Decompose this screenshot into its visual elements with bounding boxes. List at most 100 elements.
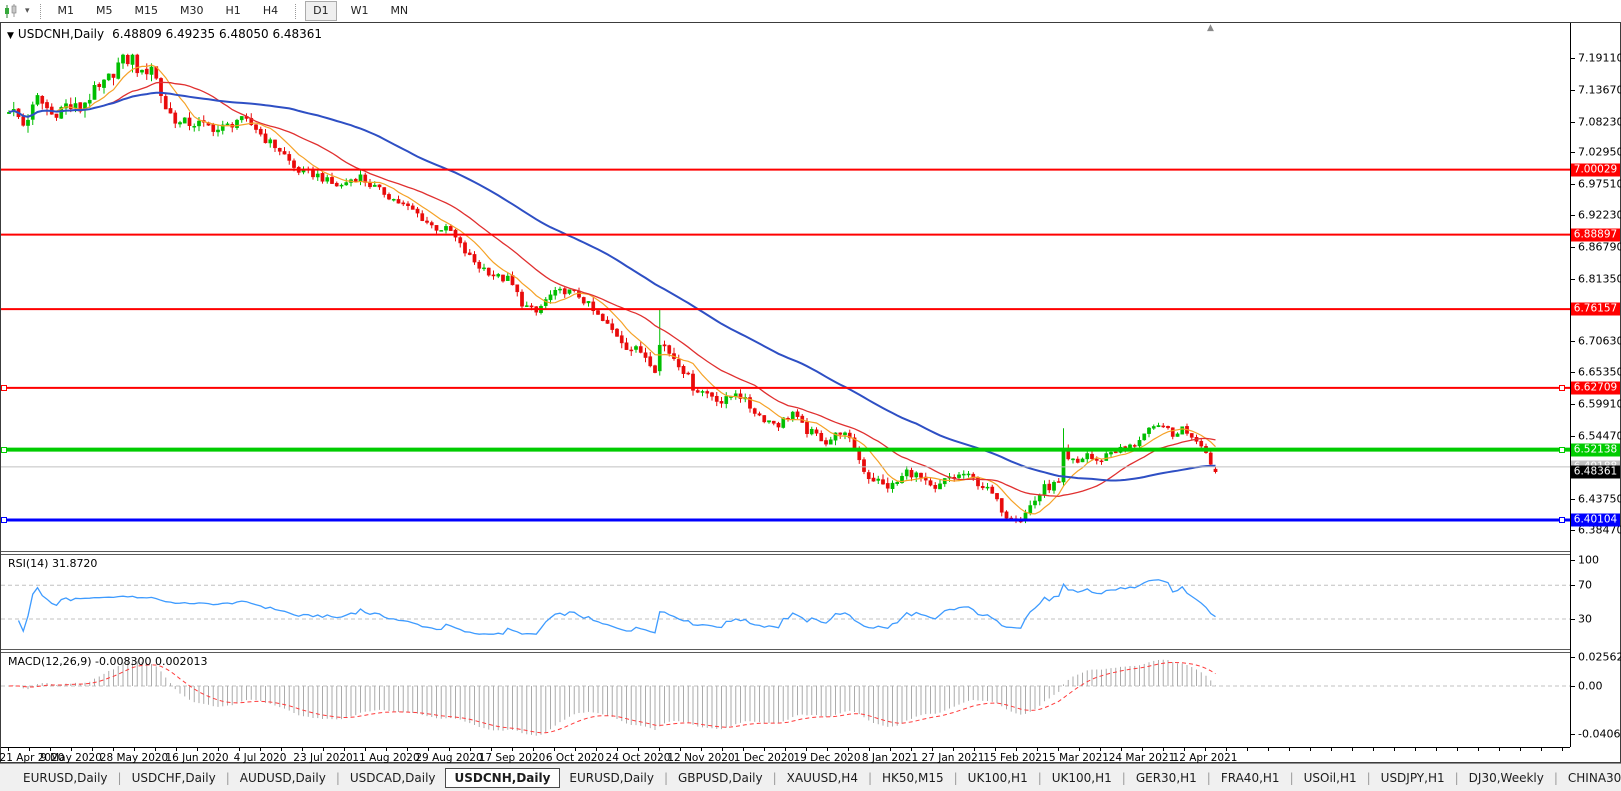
timeframe-button-m1[interactable]: M1 bbox=[57, 4, 75, 17]
line-handle[interactable] bbox=[1, 385, 7, 391]
tab-usdcnh-daily[interactable]: USDCNH,Daily bbox=[444, 767, 561, 788]
price-tick-label: 6.38470 bbox=[1578, 523, 1621, 537]
date-label: 23 Jul 2020 bbox=[293, 752, 353, 764]
timeframe-buttons: M1 M5 M15 M30 H1 H4 D1 W1 MN bbox=[47, 1, 420, 21]
date-tick bbox=[1142, 748, 1143, 751]
date-tick bbox=[50, 748, 51, 751]
rsi-line bbox=[17, 579, 1216, 635]
price-tick-label: 6.59910 bbox=[1578, 397, 1621, 411]
date-tick bbox=[155, 748, 156, 751]
rsi-tick bbox=[1570, 560, 1575, 561]
macd-tick bbox=[1570, 657, 1575, 658]
tab-fra40-h1[interactable]: FRA40,H1 bbox=[1220, 770, 1280, 785]
date-tick bbox=[638, 748, 639, 751]
chart-type-icon[interactable] bbox=[4, 3, 24, 19]
date-tick bbox=[491, 748, 492, 751]
rsi-tick bbox=[1570, 585, 1575, 586]
collapse-icon[interactable]: ▼ bbox=[7, 31, 14, 41]
tab-hk50-m15[interactable]: HK50,M15 bbox=[882, 770, 944, 785]
price-tick bbox=[1570, 122, 1575, 123]
chart-type-dropdown-icon[interactable]: ▾ bbox=[25, 6, 30, 16]
timeframe-button-mn[interactable]: MN bbox=[390, 4, 409, 17]
date-label: 19 Dec 2020 bbox=[793, 752, 861, 764]
date-tick bbox=[218, 748, 219, 751]
tab-audusd-daily[interactable]: AUDUSD,Daily bbox=[239, 770, 326, 785]
toolbar-separator bbox=[39, 3, 41, 19]
tab-usdjpy-h1[interactable]: USDJPY,H1 bbox=[1380, 770, 1445, 785]
date-tick bbox=[911, 748, 912, 751]
date-tick bbox=[995, 748, 996, 751]
date-tick bbox=[974, 748, 975, 751]
price-flag-6.52138: 6.52138 bbox=[1571, 443, 1620, 457]
tab-separator: | bbox=[1553, 770, 1558, 785]
tab-dj30-weekly[interactable]: DJ30,Weekly bbox=[1468, 770, 1544, 785]
price-flag-6.40104: 6.40104 bbox=[1571, 513, 1620, 527]
date-label: 12 Nov 2020 bbox=[667, 752, 735, 764]
date-label: 24 Oct 2020 bbox=[605, 752, 671, 764]
date-tick bbox=[953, 748, 954, 751]
tab-gbpusd-daily[interactable]: GBPUSD,Daily bbox=[678, 770, 763, 785]
date-tick bbox=[1310, 748, 1311, 751]
tab-eurusd-daily[interactable]: EURUSD,Daily bbox=[569, 770, 654, 785]
pane-separator[interactable] bbox=[1, 551, 1570, 555]
price-flag-6.62709: 6.62709 bbox=[1571, 381, 1620, 395]
timeframe-button-m30[interactable]: M30 bbox=[180, 4, 204, 17]
price-tick bbox=[1570, 436, 1575, 437]
date-tick bbox=[428, 748, 429, 751]
date-tick bbox=[1247, 748, 1248, 751]
date-tick bbox=[1436, 748, 1437, 751]
line-handle[interactable] bbox=[1, 447, 7, 453]
date-tick bbox=[1394, 748, 1395, 751]
timeframe-button-d1[interactable]: D1 bbox=[305, 1, 337, 21]
tab-eurusd-daily[interactable]: EURUSD,Daily bbox=[23, 770, 108, 785]
chart-title: ▼ USDCNH,Daily 6.48809 6.49235 6.48050 6.4… bbox=[7, 27, 322, 41]
timeframe-button-h1[interactable]: H1 bbox=[225, 4, 241, 17]
ma-fast-line bbox=[8, 64, 1216, 515]
pane-separator[interactable] bbox=[1, 649, 1570, 653]
date-tick bbox=[869, 748, 870, 751]
macd-pane[interactable] bbox=[1, 652, 1570, 747]
date-tick bbox=[71, 748, 72, 751]
date-axis-line bbox=[1, 747, 1570, 748]
date-tick bbox=[1520, 748, 1521, 751]
line-handle[interactable] bbox=[1559, 447, 1565, 453]
tab-usdcad-daily[interactable]: USDCAD,Daily bbox=[349, 770, 436, 785]
line-handle[interactable] bbox=[1559, 385, 1565, 391]
timeframe-button-h4[interactable]: H4 bbox=[262, 4, 279, 17]
chart-shift-marker-icon[interactable]: ▲ bbox=[1207, 23, 1214, 33]
tab-uk100-h1[interactable]: UK100,H1 bbox=[1051, 770, 1112, 785]
date-tick bbox=[743, 748, 744, 751]
price-tick-label: 7.02950 bbox=[1578, 145, 1621, 159]
tab-china300-h1[interactable]: CHINA300,H1 bbox=[1567, 770, 1621, 785]
timeframe-button-w1[interactable]: W1 bbox=[350, 4, 369, 17]
date-tick bbox=[932, 748, 933, 751]
macd-signal-line bbox=[8, 661, 1216, 734]
tab-usdchf-daily[interactable]: USDCHF,Daily bbox=[131, 770, 216, 785]
tab-uk100-h1[interactable]: UK100,H1 bbox=[967, 770, 1028, 785]
rsi-tick-label: 30 bbox=[1578, 612, 1592, 626]
macd-tick-label: 0.00 bbox=[1578, 679, 1603, 693]
date-tick bbox=[344, 748, 345, 751]
price-tick-label: 6.43750 bbox=[1578, 492, 1621, 506]
rsi-pane[interactable] bbox=[1, 554, 1570, 649]
timeframe-button-m5[interactable]: M5 bbox=[96, 4, 113, 17]
date-tick bbox=[1373, 748, 1374, 751]
timeframe-button-m15[interactable]: M15 bbox=[134, 4, 159, 17]
price-tick bbox=[1570, 372, 1575, 373]
date-tick bbox=[1331, 748, 1332, 751]
date-label: 11 Aug 2020 bbox=[352, 752, 420, 764]
line-handle[interactable] bbox=[1559, 517, 1565, 523]
date-tick bbox=[554, 748, 555, 751]
date-tick bbox=[281, 748, 282, 751]
tab-separator: | bbox=[867, 770, 873, 785]
tab-usoil-h1[interactable]: USOil,H1 bbox=[1303, 770, 1357, 785]
date-label: 8 Jan 2021 bbox=[861, 752, 919, 764]
line-handle[interactable] bbox=[1, 517, 7, 523]
tab-xauusd-h4[interactable]: XAUUSD,H4 bbox=[786, 770, 858, 785]
date-tick bbox=[197, 748, 198, 751]
tab-ger30-h1[interactable]: GER30,H1 bbox=[1135, 770, 1197, 785]
main-price-chart[interactable] bbox=[1, 23, 1570, 551]
price-tick bbox=[1570, 184, 1575, 185]
date-tick bbox=[806, 748, 807, 751]
date-tick bbox=[575, 748, 576, 751]
